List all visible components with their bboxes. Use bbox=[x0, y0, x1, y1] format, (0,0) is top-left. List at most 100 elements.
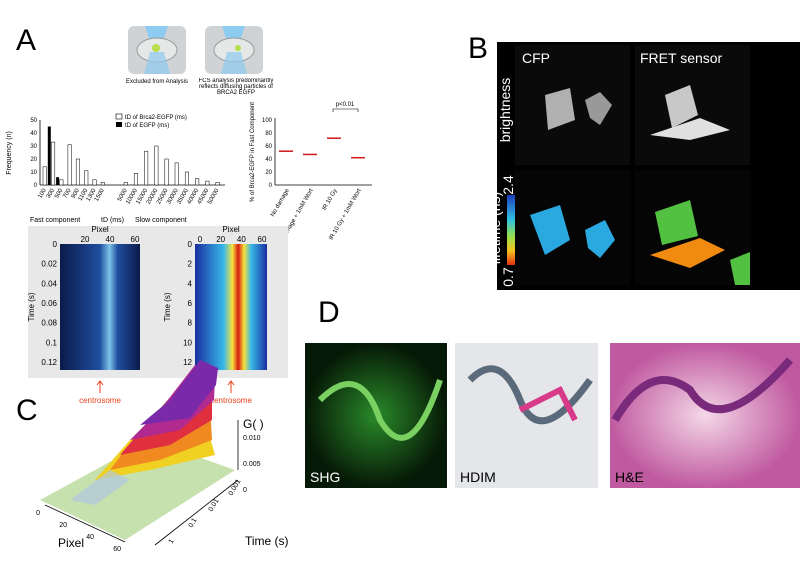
y-tick-label: 20 bbox=[265, 170, 272, 176]
y-tick-label: 30 bbox=[30, 144, 37, 150]
image-label: HDIM bbox=[460, 469, 496, 485]
bar bbox=[47, 126, 51, 185]
axis-label: Pixel bbox=[222, 225, 240, 234]
legend-text: tD of EGFP (ms) bbox=[125, 123, 169, 129]
pixel-tick-label: 60 bbox=[113, 546, 121, 553]
y-tick-label: 0.08 bbox=[41, 319, 57, 328]
bar bbox=[100, 182, 105, 186]
y-tick-label: 0.02 bbox=[41, 260, 57, 269]
y-tick-label: 100 bbox=[262, 118, 273, 124]
kymograph bbox=[60, 244, 140, 370]
x-tick-label: 300 bbox=[46, 187, 57, 199]
axis-label: Time (s) bbox=[245, 534, 289, 548]
x-tick-label: 1500 bbox=[94, 187, 106, 202]
histogram: Frequency (n) tD of Brca2-EGFP (ms) tD o… bbox=[6, 113, 225, 224]
bar bbox=[84, 170, 89, 186]
axis-line bbox=[44, 504, 126, 543]
caption: FCS analysis predominantly reflects diff… bbox=[198, 78, 274, 96]
y-tick-label: 0 bbox=[53, 240, 58, 249]
x-tick-label: 500 bbox=[54, 187, 65, 199]
z-tick-label: 0.005 bbox=[243, 461, 261, 468]
bar bbox=[195, 178, 200, 186]
y-tick-label: 12 bbox=[183, 358, 192, 367]
axis-label: % of Brca2-EGFP in Fast Component bbox=[250, 102, 256, 202]
axis-label: Slow component bbox=[135, 217, 187, 224]
x-tick-label: 1100 bbox=[78, 187, 90, 202]
x-tick-label: 700 bbox=[62, 187, 73, 199]
axis-label: tD (ms) bbox=[101, 217, 124, 224]
image bbox=[610, 343, 800, 488]
axis-line bbox=[154, 479, 239, 546]
bar bbox=[184, 171, 189, 186]
pixel-tick-label: 40 bbox=[86, 534, 94, 541]
x-tick-label: 20 bbox=[216, 235, 225, 244]
y-tick-label: 0 bbox=[269, 183, 273, 189]
y-tick-label: 0.12 bbox=[41, 358, 57, 367]
bar bbox=[75, 158, 80, 186]
x-tick-label: 900 bbox=[71, 187, 82, 199]
x-tick-label: 100 bbox=[38, 187, 49, 199]
bar bbox=[154, 145, 159, 186]
microscope-image bbox=[205, 26, 263, 74]
y-tick-label: 4 bbox=[188, 279, 193, 288]
marker-label: centrosome bbox=[210, 396, 252, 405]
y-tick-label: 6 bbox=[188, 299, 193, 308]
axis-label: Time (s) bbox=[27, 292, 36, 321]
x-tick-label: 0 bbox=[198, 235, 203, 244]
column-label: FRET sensor bbox=[640, 50, 723, 66]
annotation: p<0.01 bbox=[336, 102, 355, 108]
image-label: SHG bbox=[310, 469, 340, 485]
pixel-tick-label: 20 bbox=[59, 522, 67, 529]
bar bbox=[164, 158, 169, 186]
x-tick-label: 60 bbox=[131, 235, 140, 244]
bar bbox=[144, 150, 149, 186]
column-label: CFP bbox=[522, 50, 550, 66]
panel-label: C bbox=[16, 394, 38, 427]
bar bbox=[56, 177, 60, 185]
y-tick-label: 80 bbox=[265, 131, 272, 137]
z-tick-label: 0.010 bbox=[243, 435, 261, 442]
bar bbox=[174, 162, 179, 186]
y-tick-label: 8 bbox=[188, 319, 193, 328]
x-tick-label: 50000 bbox=[207, 187, 221, 205]
z-tick-label: 0 bbox=[243, 487, 247, 494]
bar bbox=[59, 179, 64, 186]
bar bbox=[205, 180, 210, 186]
caption: Excluded from Analysis bbox=[126, 79, 188, 85]
y-tick-label: 20 bbox=[30, 157, 37, 163]
kymograph bbox=[195, 244, 267, 370]
axis-label: Fast component bbox=[30, 217, 80, 224]
y-tick-label: 0 bbox=[188, 240, 193, 249]
bar bbox=[92, 179, 97, 186]
x-tick-label: 20 bbox=[81, 235, 90, 244]
pixel-tick-label: 0 bbox=[36, 510, 40, 517]
bar bbox=[133, 173, 138, 186]
bar bbox=[123, 182, 128, 186]
axis-label: G( ) bbox=[243, 417, 264, 431]
x-tick-label: 40 bbox=[106, 235, 115, 244]
x-tick-label: IR 10 Gy bbox=[322, 188, 339, 212]
scale-label: 2.4 bbox=[500, 175, 516, 195]
x-tick-label: 60 bbox=[258, 235, 267, 244]
bar bbox=[67, 144, 72, 186]
row-label: lifetime (ns) bbox=[487, 192, 503, 264]
y-tick-label: 10 bbox=[30, 170, 37, 176]
time-tick-label: 0.1 bbox=[188, 517, 199, 529]
dot-plot: % of Brca2-EGFP in Fast Component p<0.01… bbox=[250, 102, 372, 248]
axis-label: Pixel bbox=[91, 225, 109, 234]
x-tick-label: 40 bbox=[237, 235, 246, 244]
y-tick-label: 0 bbox=[34, 183, 38, 189]
image-label: H&E bbox=[615, 469, 644, 485]
time-tick-label: 0.01 bbox=[208, 498, 221, 513]
panel-label: B bbox=[468, 32, 488, 65]
panel-label: A bbox=[16, 24, 36, 57]
y-tick-label: 10 bbox=[183, 338, 192, 347]
marker-label: centrosome bbox=[79, 396, 121, 405]
bar bbox=[215, 182, 220, 186]
scale-label: 0.7 bbox=[500, 267, 516, 287]
axis-label: Frequency (n) bbox=[6, 131, 13, 175]
y-tick-label: 2 bbox=[188, 260, 193, 269]
y-tick-label: 0.1 bbox=[46, 338, 58, 347]
bar bbox=[42, 166, 47, 186]
